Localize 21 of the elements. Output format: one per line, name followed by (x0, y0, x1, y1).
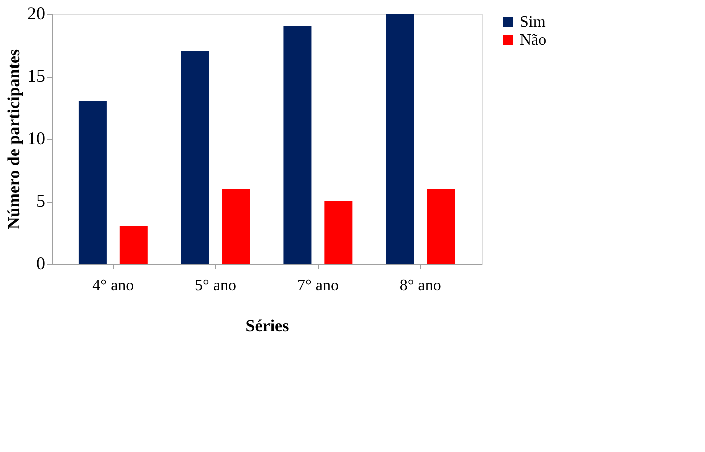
bar (427, 189, 456, 264)
x-tick-label: 5° ano (195, 278, 237, 294)
x-tick-label: 7° ano (297, 278, 339, 294)
bar (181, 52, 210, 264)
legend-label: Não (520, 32, 547, 49)
y-tick-label: 5 (36, 191, 46, 211)
bar (120, 226, 148, 264)
x-tick-label: 4° ano (92, 278, 134, 294)
bar (222, 189, 250, 264)
y-tick-label: 20 (28, 4, 46, 24)
x-axis-title: Séries (246, 316, 290, 336)
y-tick-label: 15 (28, 66, 46, 86)
bar (324, 202, 353, 264)
x-tick-label: 8° ano (400, 278, 442, 294)
y-tick-label: 0 (36, 254, 46, 274)
bar (78, 102, 107, 264)
y-axis-title: Número de participantes (4, 49, 24, 230)
bar (386, 14, 414, 264)
y-tick-label: 10 (28, 128, 46, 148)
legend-label: Sim (520, 14, 546, 31)
bar (284, 26, 312, 264)
